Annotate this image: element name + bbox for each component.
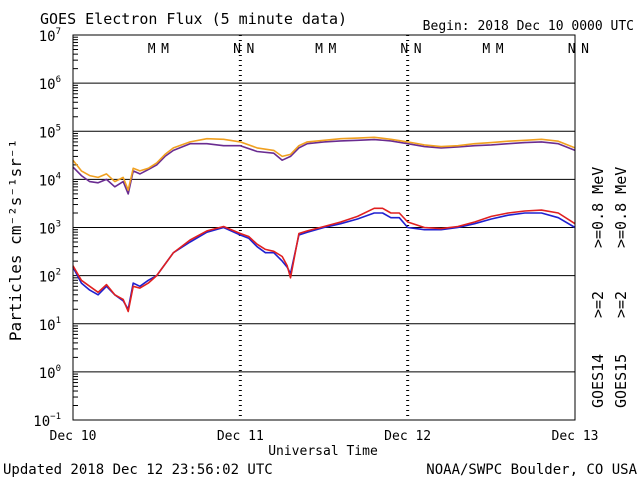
y-tick-exponent: 0 [56, 364, 61, 374]
x-tick-label: Dec 12 [384, 429, 431, 444]
legend: GOES14 GOES15 >=2 >=2 >=0.8 MeV >=0.8 MeV [589, 167, 630, 408]
x-tick-label: Dec 10 [50, 429, 97, 444]
series-line [72, 138, 576, 195]
local-time-marker: N [400, 42, 408, 57]
y-tick-exponent: 6 [56, 75, 61, 85]
y-tick-exponent: 5 [56, 123, 61, 133]
legend-goes14-2mev: >=2 [589, 291, 607, 318]
x-axis-label: Universal Time [268, 444, 378, 459]
legend-satellite-goes14: GOES14 [589, 354, 607, 408]
y-tick-label: 10−1 [33, 412, 61, 430]
local-time-marker: M [496, 42, 504, 57]
local-time-marker: N [581, 42, 589, 57]
y-tick-exponent: 2 [56, 268, 61, 278]
source-credit: NOAA/SWPC Boulder, CO USA [426, 462, 637, 478]
y-tick-label: 104 [39, 171, 61, 189]
y-tick-label: 102 [39, 268, 61, 286]
y-tick-exponent: 7 [56, 27, 61, 37]
y-tick-label: 106 [39, 75, 61, 93]
begin-time: Begin: 2018 Dec 10 0000 UTC [423, 19, 634, 34]
y-tick-exponent: 1 [56, 316, 61, 326]
legend-goes15-2mev: >=2 [612, 291, 630, 318]
y-axis-label: Particles cm⁻²s⁻¹sr⁻¹ [6, 139, 25, 341]
y-tick-label: 101 [39, 316, 61, 334]
local-time-marker: N [233, 42, 241, 57]
y-tick-label: 103 [39, 220, 61, 238]
y-tick-label: 100 [39, 364, 61, 382]
local-time-marker: N [414, 42, 422, 57]
y-tick-label: 107 [39, 27, 61, 45]
legend-goes15-08mev: >=0.8 MeV [612, 167, 630, 248]
chart-title: GOES Electron Flux (5 minute data) [40, 10, 347, 28]
local-time-marker: M [161, 42, 169, 57]
local-time-marker: M [315, 42, 323, 57]
local-time-marker: M [148, 42, 156, 57]
series-line [72, 136, 576, 191]
updated-timestamp: Updated 2018 Dec 12 23:56:02 UTC [3, 462, 273, 478]
local-time-marker: N [246, 42, 254, 57]
y-tick-exponent: 3 [56, 220, 61, 230]
y-tick-exponent: −1 [50, 412, 61, 422]
y-tick-label: 105 [39, 123, 61, 141]
local-time-marker: N [568, 42, 576, 57]
local-time-marker: M [482, 42, 490, 57]
x-tick-label: Dec 13 [552, 429, 599, 444]
x-tick-label: Dec 11 [217, 429, 264, 444]
series-line [72, 207, 576, 313]
legend-satellite-goes15: GOES15 [612, 354, 630, 408]
local-time-marker: M [328, 42, 336, 57]
plot-frame [72, 34, 576, 421]
legend-goes14-08mev: >=0.8 MeV [589, 167, 607, 248]
y-tick-exponent: 4 [56, 171, 61, 181]
